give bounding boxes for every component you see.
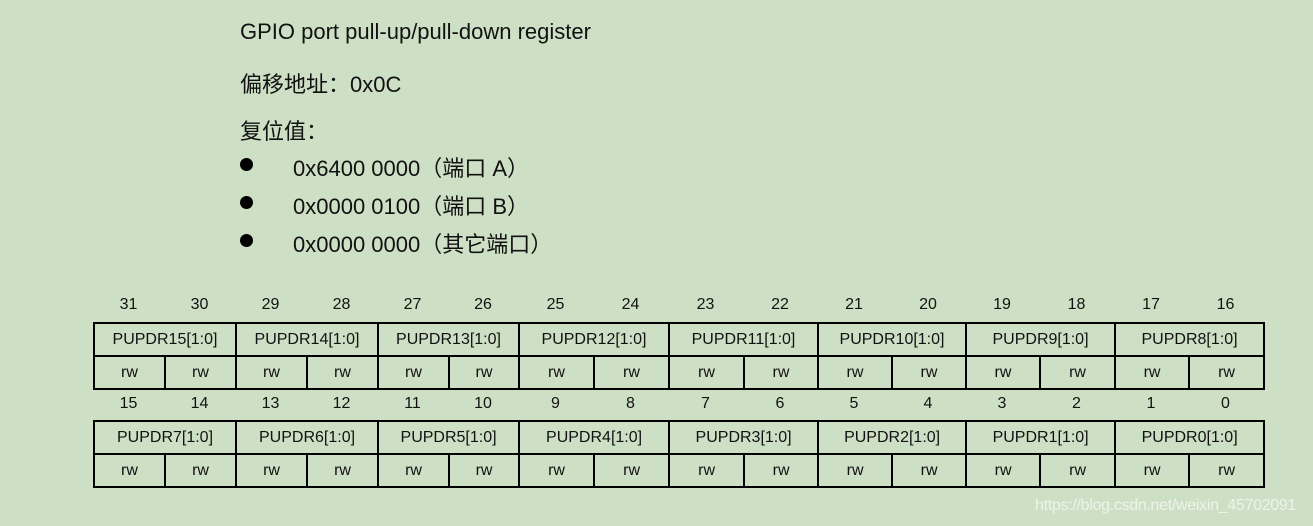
bit-number: 11 — [404, 395, 421, 412]
field-name-cell: PUPDR12[1:0] — [518, 322, 670, 357]
bit-number: 3 — [997, 395, 1007, 412]
reset-value-label: 复位值： — [240, 119, 329, 144]
access-type-cell: rw — [1114, 453, 1191, 488]
bit-number: 24 — [621, 296, 640, 313]
access-type-cell: rw — [518, 355, 595, 390]
bit-number: 20 — [919, 296, 937, 313]
access-type-cell: rw — [743, 355, 819, 390]
field-name-cell: PUPDR11[1:0] — [668, 322, 819, 357]
access-type-cell: rw — [891, 453, 968, 488]
field-name-cell: PUPDR13[1:0] — [377, 322, 520, 357]
bit-number: 26 — [474, 296, 492, 313]
access-type-cell: rw — [817, 453, 894, 488]
field-name-cell: PUPDR15[1:0] — [93, 322, 237, 357]
bit-number: 8 — [626, 395, 635, 412]
bit-number: 22 — [771, 296, 789, 313]
bit-number: 25 — [546, 296, 565, 313]
bit-number: 6 — [775, 395, 785, 412]
bit-number: 27 — [403, 296, 422, 313]
access-type-cell: rw — [163, 453, 238, 488]
reset-value-port-a: 0x6400 0000（端口 A） — [293, 156, 530, 181]
bit-number: 13 — [261, 395, 280, 412]
bit-number: 2 — [1072, 395, 1081, 412]
reset-value-port-b: 0x0000 0100（端口 B） — [293, 194, 530, 219]
bit-number: 19 — [993, 296, 1011, 313]
bit-number: 21 — [845, 296, 863, 313]
field-name-cell: PUPDR8[1:0] — [1114, 322, 1266, 357]
field-name-cell: PUPDR7[1:0] — [92, 420, 238, 455]
reset-value-other-ports: 0x0000 0000（其它端口） — [293, 232, 553, 257]
register-table: PUPDR7[1:0] PUPDR6[1:0] PUPDR5[1:0] PUPDR4[… — [92, 420, 1266, 488]
field-name-cell: PUPDR10[1:0] — [817, 322, 967, 357]
access-type-cell: rw — [668, 453, 746, 488]
bit-number: 23 — [696, 296, 715, 313]
bit-number: 5 — [849, 395, 859, 412]
bit-number: 12 — [332, 395, 351, 412]
access-type-cell: rw — [93, 355, 166, 390]
access-type-cell: rw — [306, 355, 379, 390]
access-type-cell: rw — [306, 453, 380, 488]
bit-number: 16 — [1216, 296, 1235, 313]
bit-number: 28 — [332, 296, 351, 313]
field-name-cell: PUPDR1[1:0] — [965, 420, 1117, 455]
access-type-cell: rw — [1188, 355, 1266, 390]
bit-number: 15 — [119, 395, 138, 412]
bit-number: 14 — [190, 395, 209, 412]
access-type-cell: rw — [965, 453, 1042, 488]
access-type-cell: rw — [1114, 355, 1191, 390]
access-type-cell: rw — [668, 355, 745, 390]
access-type-cell: rw — [448, 355, 520, 390]
field-name-cell: PUPDR2[1:0] — [817, 420, 968, 455]
field-name-cell: PUPDR4[1:0] — [518, 420, 671, 455]
bullet-icon — [240, 234, 253, 247]
field-name-cell: PUPDR0[1:0] — [1114, 420, 1266, 455]
bit-number: 0 — [1221, 395, 1230, 412]
access-type-cell: rw — [164, 355, 237, 390]
field-name-cell: PUPDR6[1:0] — [235, 420, 380, 455]
access-type-cell: rw — [1188, 453, 1266, 488]
access-type-cell: rw — [817, 355, 893, 390]
access-type-cell: rw — [235, 355, 308, 390]
access-type-cell: rw — [235, 453, 309, 488]
bit-number: 10 — [474, 395, 492, 412]
access-type-cell: rw — [743, 453, 820, 488]
access-type-cell: rw — [518, 453, 596, 488]
bit-number: 9 — [551, 395, 560, 412]
bit-number: 1 — [1146, 395, 1156, 412]
access-type-cell: rw — [593, 355, 670, 390]
register-table: PUPDR15[1:0] PUPDR14[1:0] PUPDR13[1:0] PUPD… — [93, 322, 1266, 390]
access-type-cell: rw — [448, 453, 521, 488]
access-type-cell: rw — [1038, 355, 1117, 390]
access-type-cell: rw — [93, 453, 166, 488]
bit-number: 17 — [1142, 296, 1160, 313]
access-type-cell: rw — [377, 453, 451, 488]
bit-number: 31 — [119, 296, 138, 313]
field-name-cell: PUPDR9[1:0] — [964, 322, 1117, 357]
bit-number: 7 — [701, 395, 710, 412]
register-title: GPIO port pull-up/pull-down register — [240, 19, 591, 44]
field-name-cell: PUPDR14[1:0] — [235, 322, 379, 357]
bit-number: 30 — [190, 296, 209, 313]
access-type-cell: rw — [593, 453, 671, 488]
bullet-icon — [240, 158, 253, 171]
offset-address: 偏移地址：0x0C — [240, 72, 402, 97]
field-name-cell: PUPDR3[1:0] — [668, 420, 820, 455]
access-type-cell: rw — [965, 355, 1041, 390]
bullet-icon — [240, 196, 253, 209]
access-type-cell: rw — [891, 355, 967, 390]
bit-number: 29 — [261, 296, 280, 313]
access-type-cell: rw — [1039, 453, 1117, 488]
bit-number: 18 — [1067, 296, 1086, 313]
watermark: https://blog.csdn.net/weixin_45702091 — [1035, 497, 1297, 514]
access-type-cell: rw — [377, 355, 450, 390]
field-name-cell: PUPDR5[1:0] — [377, 420, 521, 455]
bit-number: 4 — [923, 395, 933, 412]
